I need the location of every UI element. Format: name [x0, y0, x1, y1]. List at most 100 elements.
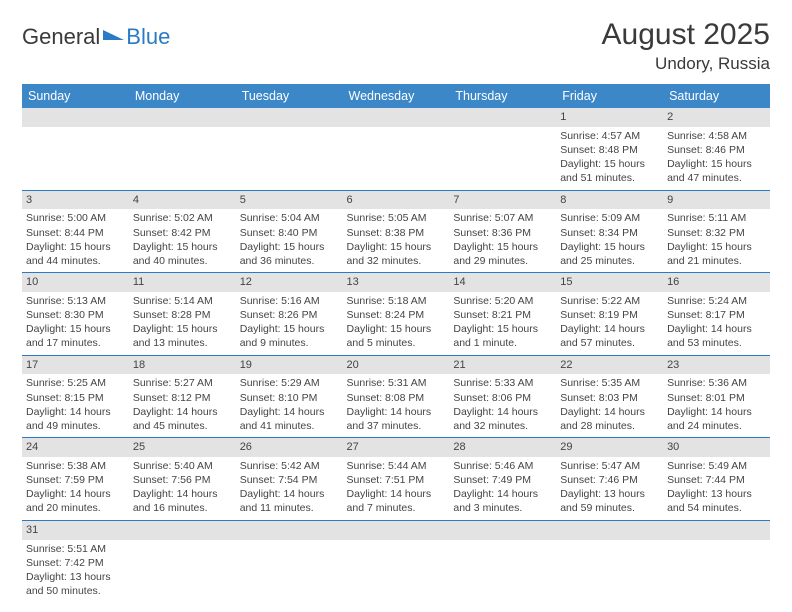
sunrise-text: Sunrise: 5:31 AM	[347, 376, 446, 390]
calendar-cell	[22, 108, 129, 190]
day-number: 29	[556, 438, 663, 457]
calendar-cell: 10Sunrise: 5:13 AMSunset: 8:30 PMDayligh…	[22, 273, 129, 356]
calendar-row: 17Sunrise: 5:25 AMSunset: 8:15 PMDayligh…	[22, 355, 770, 438]
calendar-cell: 30Sunrise: 5:49 AMSunset: 7:44 PMDayligh…	[663, 438, 770, 521]
sunrise-text: Sunrise: 4:58 AM	[667, 129, 766, 143]
daylight-text: Daylight: 14 hours	[453, 405, 552, 419]
daylight-text: and 28 minutes.	[560, 419, 659, 433]
daylight-text: and 49 minutes.	[26, 419, 125, 433]
sunset-text: Sunset: 8:15 PM	[26, 391, 125, 405]
sunrise-text: Sunrise: 5:09 AM	[560, 211, 659, 225]
sunrise-text: Sunrise: 5:07 AM	[453, 211, 552, 225]
weekday-header: Thursday	[449, 84, 556, 108]
daylight-text: and 37 minutes.	[347, 419, 446, 433]
sunrise-text: Sunrise: 5:18 AM	[347, 294, 446, 308]
calendar-row: 31Sunrise: 5:51 AMSunset: 7:42 PMDayligh…	[22, 520, 770, 602]
day-number-empty	[236, 108, 343, 127]
daylight-text: and 50 minutes.	[26, 584, 125, 598]
sunrise-text: Sunrise: 5:04 AM	[240, 211, 339, 225]
sunset-text: Sunset: 8:08 PM	[347, 391, 446, 405]
sunset-text: Sunset: 7:44 PM	[667, 473, 766, 487]
sunset-text: Sunset: 8:48 PM	[560, 143, 659, 157]
daylight-text: Daylight: 15 hours	[347, 322, 446, 336]
daylight-text: and 21 minutes.	[667, 254, 766, 268]
sunset-text: Sunset: 8:32 PM	[667, 226, 766, 240]
sunrise-text: Sunrise: 5:11 AM	[667, 211, 766, 225]
daylight-text: and 36 minutes.	[240, 254, 339, 268]
sunset-text: Sunset: 8:10 PM	[240, 391, 339, 405]
calendar-cell	[449, 520, 556, 602]
day-number: 11	[129, 273, 236, 292]
day-number: 19	[236, 356, 343, 375]
daylight-text: and 11 minutes.	[240, 501, 339, 515]
calendar-cell: 4Sunrise: 5:02 AMSunset: 8:42 PMDaylight…	[129, 190, 236, 273]
sunset-text: Sunset: 7:59 PM	[26, 473, 125, 487]
calendar-cell: 17Sunrise: 5:25 AMSunset: 8:15 PMDayligh…	[22, 355, 129, 438]
calendar-cell	[663, 520, 770, 602]
sunset-text: Sunset: 8:26 PM	[240, 308, 339, 322]
calendar-cell: 11Sunrise: 5:14 AMSunset: 8:28 PMDayligh…	[129, 273, 236, 356]
calendar-cell: 8Sunrise: 5:09 AMSunset: 8:34 PMDaylight…	[556, 190, 663, 273]
sunset-text: Sunset: 7:46 PM	[560, 473, 659, 487]
sunset-text: Sunset: 8:40 PM	[240, 226, 339, 240]
sunrise-text: Sunrise: 5:00 AM	[26, 211, 125, 225]
day-number-empty	[129, 521, 236, 540]
sunrise-text: Sunrise: 5:27 AM	[133, 376, 232, 390]
calendar-cell: 1Sunrise: 4:57 AMSunset: 8:48 PMDaylight…	[556, 108, 663, 190]
daylight-text: Daylight: 14 hours	[667, 405, 766, 419]
sunrise-text: Sunrise: 5:13 AM	[26, 294, 125, 308]
calendar-cell	[129, 520, 236, 602]
calendar-cell: 15Sunrise: 5:22 AMSunset: 8:19 PMDayligh…	[556, 273, 663, 356]
sunset-text: Sunset: 8:06 PM	[453, 391, 552, 405]
day-number-empty	[343, 521, 450, 540]
day-number: 31	[22, 521, 129, 540]
weekday-header: Wednesday	[343, 84, 450, 108]
daylight-text: and 32 minutes.	[347, 254, 446, 268]
sunrise-text: Sunrise: 5:51 AM	[26, 542, 125, 556]
logo-text-2: Blue	[126, 24, 170, 50]
weekday-header: Tuesday	[236, 84, 343, 108]
daylight-text: Daylight: 14 hours	[667, 322, 766, 336]
daylight-text: Daylight: 14 hours	[347, 405, 446, 419]
weekday-header: Friday	[556, 84, 663, 108]
daylight-text: and 25 minutes.	[560, 254, 659, 268]
sunrise-text: Sunrise: 5:35 AM	[560, 376, 659, 390]
calendar-cell: 23Sunrise: 5:36 AMSunset: 8:01 PMDayligh…	[663, 355, 770, 438]
sunset-text: Sunset: 8:28 PM	[133, 308, 232, 322]
daylight-text: Daylight: 15 hours	[453, 322, 552, 336]
daylight-text: and 16 minutes.	[133, 501, 232, 515]
daylight-text: and 24 minutes.	[667, 419, 766, 433]
sunrise-text: Sunrise: 5:22 AM	[560, 294, 659, 308]
day-number-empty	[129, 108, 236, 127]
sunset-text: Sunset: 8:34 PM	[560, 226, 659, 240]
sunrise-text: Sunrise: 5:44 AM	[347, 459, 446, 473]
calendar-cell	[343, 108, 450, 190]
sunrise-text: Sunrise: 5:24 AM	[667, 294, 766, 308]
daylight-text: Daylight: 14 hours	[133, 405, 232, 419]
daylight-text: Daylight: 15 hours	[560, 240, 659, 254]
day-number: 20	[343, 356, 450, 375]
sunset-text: Sunset: 8:38 PM	[347, 226, 446, 240]
calendar-cell	[236, 520, 343, 602]
day-number: 18	[129, 356, 236, 375]
calendar-cell: 14Sunrise: 5:20 AMSunset: 8:21 PMDayligh…	[449, 273, 556, 356]
daylight-text: and 40 minutes.	[133, 254, 232, 268]
weekday-header-row: Sunday Monday Tuesday Wednesday Thursday…	[22, 84, 770, 108]
sunrise-text: Sunrise: 5:40 AM	[133, 459, 232, 473]
sunset-text: Sunset: 7:49 PM	[453, 473, 552, 487]
sunset-text: Sunset: 8:36 PM	[453, 226, 552, 240]
sunrise-text: Sunrise: 5:42 AM	[240, 459, 339, 473]
sunrise-text: Sunrise: 5:47 AM	[560, 459, 659, 473]
calendar-row: 24Sunrise: 5:38 AMSunset: 7:59 PMDayligh…	[22, 438, 770, 521]
daylight-text: Daylight: 14 hours	[26, 487, 125, 501]
calendar-cell: 22Sunrise: 5:35 AMSunset: 8:03 PMDayligh…	[556, 355, 663, 438]
calendar-cell: 28Sunrise: 5:46 AMSunset: 7:49 PMDayligh…	[449, 438, 556, 521]
calendar-cell: 26Sunrise: 5:42 AMSunset: 7:54 PMDayligh…	[236, 438, 343, 521]
sunrise-text: Sunrise: 4:57 AM	[560, 129, 659, 143]
daylight-text: Daylight: 14 hours	[240, 487, 339, 501]
daylight-text: Daylight: 14 hours	[26, 405, 125, 419]
daylight-text: and 51 minutes.	[560, 171, 659, 185]
calendar-cell: 29Sunrise: 5:47 AMSunset: 7:46 PMDayligh…	[556, 438, 663, 521]
title-block: August 2025 Undory, Russia	[602, 18, 770, 74]
calendar-cell: 3Sunrise: 5:00 AMSunset: 8:44 PMDaylight…	[22, 190, 129, 273]
